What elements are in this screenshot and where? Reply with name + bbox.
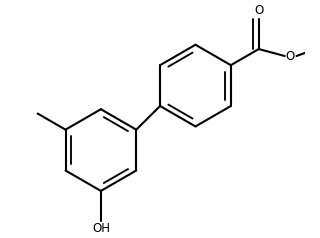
Text: O: O (254, 4, 263, 17)
Text: OH: OH (92, 222, 110, 235)
Text: O: O (285, 50, 294, 63)
